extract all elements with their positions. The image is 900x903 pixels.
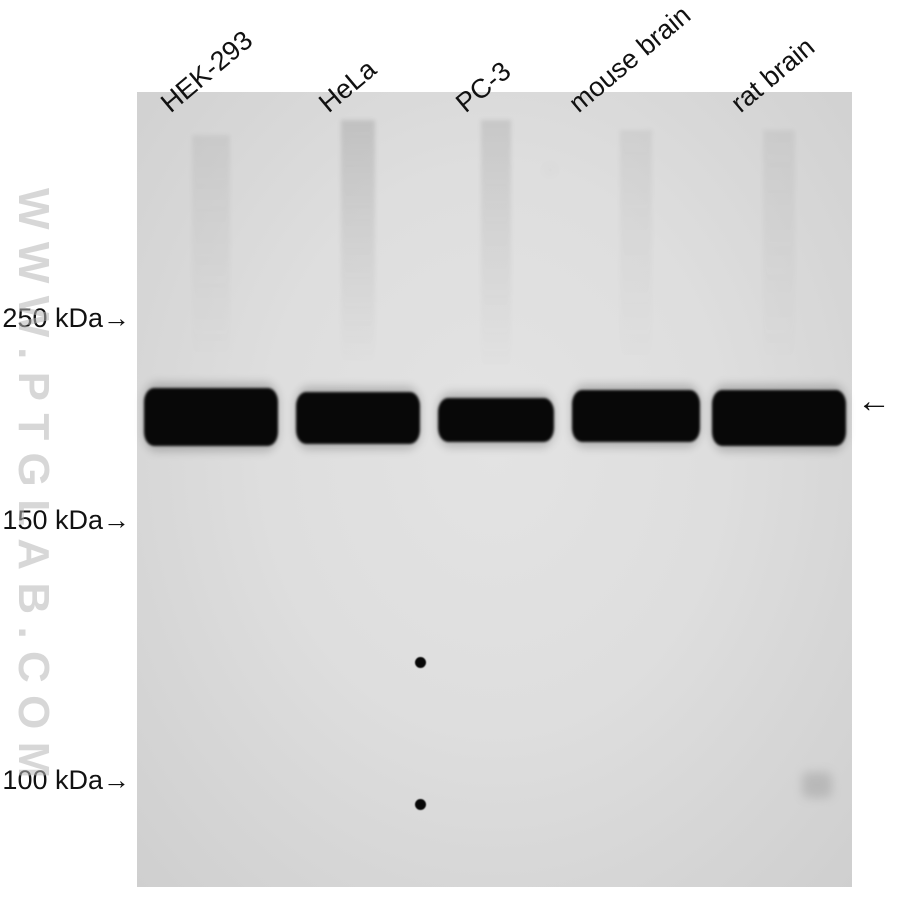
protein-band [296,392,420,444]
western-blot-figure: HEK-293HeLaPC-3mouse brainrat brain 250 … [0,0,900,903]
artifact-smudge [802,772,832,798]
protein-band [572,390,700,442]
protein-band [712,390,846,446]
artifact-smudge [548,168,552,172]
protein-band [438,398,554,442]
watermark-text: WWW.PTGLAB.COM [8,188,58,791]
lane-streak [481,120,511,385]
artifact-dot [415,657,426,668]
lane-streak [192,135,230,375]
lane-streak [341,120,375,380]
protein-band [144,388,278,446]
artifact-dot [415,799,426,810]
target-band-arrow-icon: ← [857,382,891,421]
lane-streak [763,130,795,380]
lane-streak [620,130,652,380]
